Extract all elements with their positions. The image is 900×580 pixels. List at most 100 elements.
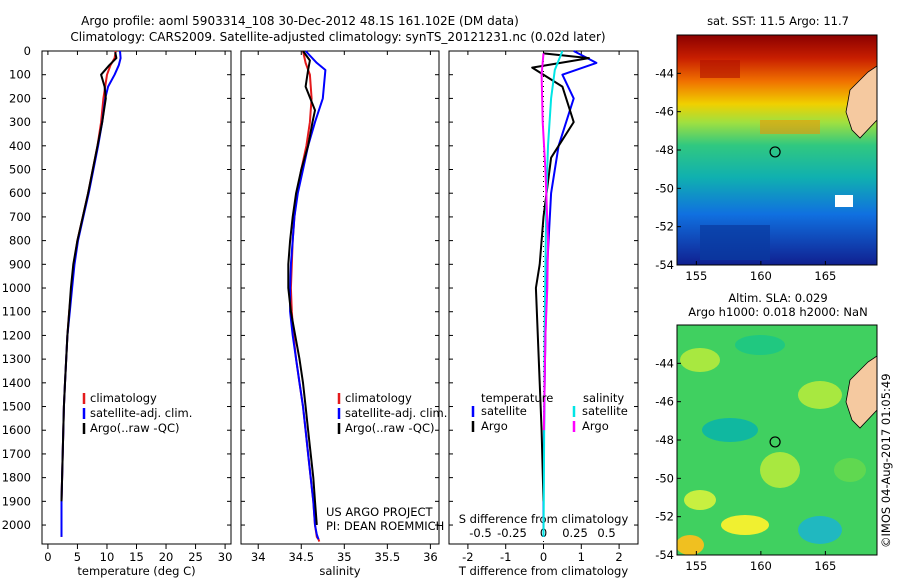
sst-island-blank (835, 195, 853, 207)
x-tick-label: 35 (337, 550, 352, 564)
x-axis-label: temperature (deg C) (77, 564, 195, 578)
series-line-3 (540, 53, 549, 431)
x-tick-label: 36 (423, 550, 438, 564)
x-tick-label: -1 (500, 550, 511, 564)
legend-label-sal-argo: Argo (582, 419, 609, 433)
legend-label-argo: Argo(..raw -QC) (345, 421, 435, 435)
y-tick-label: 1600 (2, 423, 31, 437)
new-zealand-coast (845, 65, 877, 139)
y-tick-label: 2000 (2, 518, 31, 532)
x-tick-label: 2 (615, 550, 622, 564)
plot-frame (240, 50, 440, 545)
sla-patch (721, 515, 769, 535)
y-tick-label: 1900 (2, 494, 31, 508)
figure-title-line2: Climatology: CARS2009. Satellite-adjuste… (70, 30, 605, 44)
y-tick-label: 200 (9, 91, 31, 105)
x-tick-label: -2 (462, 550, 473, 564)
sst-map-axes: 155 160 165 -44 -46 -48 -50 -52 -54 (655, 66, 836, 283)
sla-patch (798, 381, 842, 409)
map-x-tick-label: 155 (685, 269, 707, 283)
y-tick-label: 400 (9, 139, 31, 153)
sst-map-field (677, 35, 877, 265)
x-tick-label: 34.5 (288, 550, 314, 564)
map-y-tick-label: -54 (655, 258, 674, 272)
sla-patch (702, 418, 758, 442)
legend-label-climatology: climatology (90, 391, 157, 405)
s-diff-tick-label: 0.5 (597, 526, 615, 540)
y-tick-label: 1200 (2, 328, 31, 342)
map-x-tick-label: 160 (750, 559, 772, 573)
salinity-legend: climatology satellite-adj. clim. Argo(..… (337, 391, 447, 435)
argo-float-marker (769, 436, 781, 448)
sst-patch (700, 60, 740, 78)
y-tick-label: 600 (9, 186, 31, 200)
map-y-tick-label: -50 (655, 471, 674, 485)
legend-header-temperature: temperature (481, 391, 553, 405)
legend-label-temp-argo: Argo (481, 419, 508, 433)
legend-label-satellite: satellite-adj. clim. (345, 406, 447, 420)
map-x-tick-label: 160 (750, 269, 772, 283)
series-line-2 (542, 50, 564, 537)
map-y-tick-label: -50 (655, 181, 674, 195)
y-tick-label: 1000 (2, 281, 31, 295)
y-tick-label: 100 (9, 68, 31, 82)
y-tick-label: 1300 (2, 352, 31, 366)
sla-patch (684, 490, 716, 510)
legend-label-sal-satellite: satellite (582, 404, 628, 418)
series-line-1 (531, 52, 590, 502)
x-tick-label: 5 (74, 550, 81, 564)
y-tick-label: 1800 (2, 471, 31, 485)
map-x-tick-label: 165 (814, 559, 836, 573)
y-tick-label: 0 (24, 44, 31, 58)
sla-map-axes: 155 160 165 -44 -46 -48 -50 -52 -54 (655, 356, 836, 573)
map-y-tick-label: -48 (655, 143, 674, 157)
x-tick-label: 30 (218, 550, 233, 564)
x-tick-label: 10 (100, 550, 115, 564)
map-y-tick-label: -44 (655, 356, 674, 370)
temperature-legend: climatology satellite-adj. clim. Argo(..… (82, 391, 192, 435)
x-tick-label: 0 (44, 550, 51, 564)
s-diff-tick-label: -0.25 (497, 526, 527, 540)
y-tick-label: 500 (9, 163, 31, 177)
series-line-2 (60, 52, 118, 502)
sla-patch (680, 348, 720, 372)
x-tick-label: 15 (129, 550, 144, 564)
sla-patch (834, 458, 866, 482)
map-y-tick-label: -44 (655, 66, 674, 80)
new-zealand-coast (845, 355, 877, 429)
sla-map-subtitle: Argo h1000: 0.018 h2000: NaN (688, 305, 867, 319)
plot-frame (41, 50, 232, 545)
map-x-tick-label: 155 (685, 559, 707, 573)
map-y-tick-label: -54 (655, 548, 674, 562)
x-axis-label: T difference from climatology (458, 564, 629, 578)
legend-label-temp-satellite: satellite (481, 404, 527, 418)
temperature-panel: 0 5 10 15 20 25 30 temperature (deg C) 0 100 200 30… (2, 44, 233, 578)
sla-map-field (677, 325, 877, 555)
legend-label-argo: Argo(..raw -QC) (90, 421, 180, 435)
salinity-panel: 34 34.5 35 35.5 36 salinity (240, 50, 440, 578)
map-x-tick-label: 165 (814, 269, 836, 283)
sla-patch (677, 535, 704, 555)
y-tick-label: 1400 (2, 376, 31, 390)
figure-title-line1: Argo profile: aoml 5903314_108 30-Dec-20… (81, 14, 519, 28)
credit-pi: PI: DEAN ROEMMICH (326, 519, 444, 533)
argo-float-marker (769, 146, 781, 158)
sst-map-title: sat. SST: 11.5 Argo: 11.7 (707, 14, 849, 28)
x-tick-label: 0 (540, 550, 547, 564)
s-diff-tick-label: 0.25 (562, 526, 588, 540)
map-y-tick-label: -46 (655, 105, 674, 119)
sla-patch (735, 335, 785, 355)
difference-legend: temperature salinity satellite Argo sate… (471, 391, 628, 433)
map-y-tick-label: -52 (655, 510, 674, 524)
legend-label-climatology: climatology (345, 391, 412, 405)
s-diff-tick-label: -0.5 (469, 526, 491, 540)
x-tick-label: 1 (578, 550, 585, 564)
y-tick-label: 900 (9, 257, 31, 271)
imos-watermark: ©IMOS 04-Aug-2017 01:05:49 (879, 373, 893, 548)
sst-patch (700, 225, 770, 260)
map-y-tick-label: -52 (655, 220, 674, 234)
x-tick-label: 20 (159, 550, 174, 564)
y-tick-label: 700 (9, 210, 31, 224)
sla-patch (798, 516, 842, 544)
